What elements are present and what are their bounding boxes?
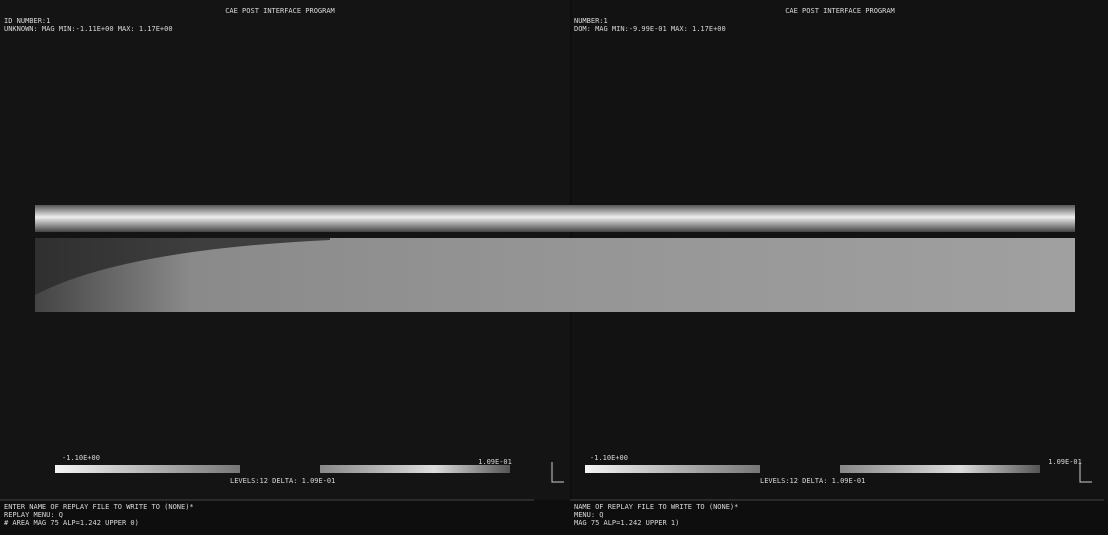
colorbar-levels: LEVELS:12 DELTA: 1.09E-01 (230, 477, 335, 485)
panel-title: CAE POST INTERFACE PROGRAM (785, 7, 895, 15)
screen: CAE POST INTERFACE PROGRAM ID NUMBER:1UNK… (0, 0, 1108, 535)
panel-title: CAE POST INTERFACE PROGRAM (225, 7, 335, 15)
colorbar-levels: LEVELS:12 DELTA: 1.09E-01 (760, 477, 865, 485)
colorbar-max: 1.09E-01 (1048, 458, 1082, 466)
header-line: NUMBER:1 (574, 17, 608, 25)
console-line: REPLAY MENU: Q (4, 511, 63, 519)
colorbar-left (55, 465, 240, 473)
console-line: MAG 75 ALP=1.242 UPPER 1) (574, 519, 679, 527)
console-line: ENTER NAME OF REPLAY FILE TO WRITE TO (N… (4, 503, 194, 511)
console-line: # AREA MAG 75 ALP=1.242 UPPER 0) (4, 519, 139, 527)
console-line: MENU: Q (574, 511, 604, 519)
header-line: UNKNOWN: MAG MIN:-1.11E+00 MAX: 1.17E+00 (4, 25, 173, 33)
colorbar-min: -1.10E+00 (590, 454, 628, 462)
upper-band (35, 205, 1075, 232)
colorbar-right (320, 465, 510, 473)
console-line: NAME OF REPLAY FILE TO WRITE TO (NONE)* (574, 503, 738, 511)
colorbar-right (840, 465, 1040, 473)
header-line: ID NUMBER:1 (4, 17, 50, 25)
colorbar-max: 1.09E-01 (478, 458, 512, 466)
header-line: DOM: MAG MIN:-9.99E-01 MAX: 1.17E+00 (574, 25, 726, 33)
colorbar-left (585, 465, 760, 473)
colorbar-min: -1.10E+00 (62, 454, 100, 462)
